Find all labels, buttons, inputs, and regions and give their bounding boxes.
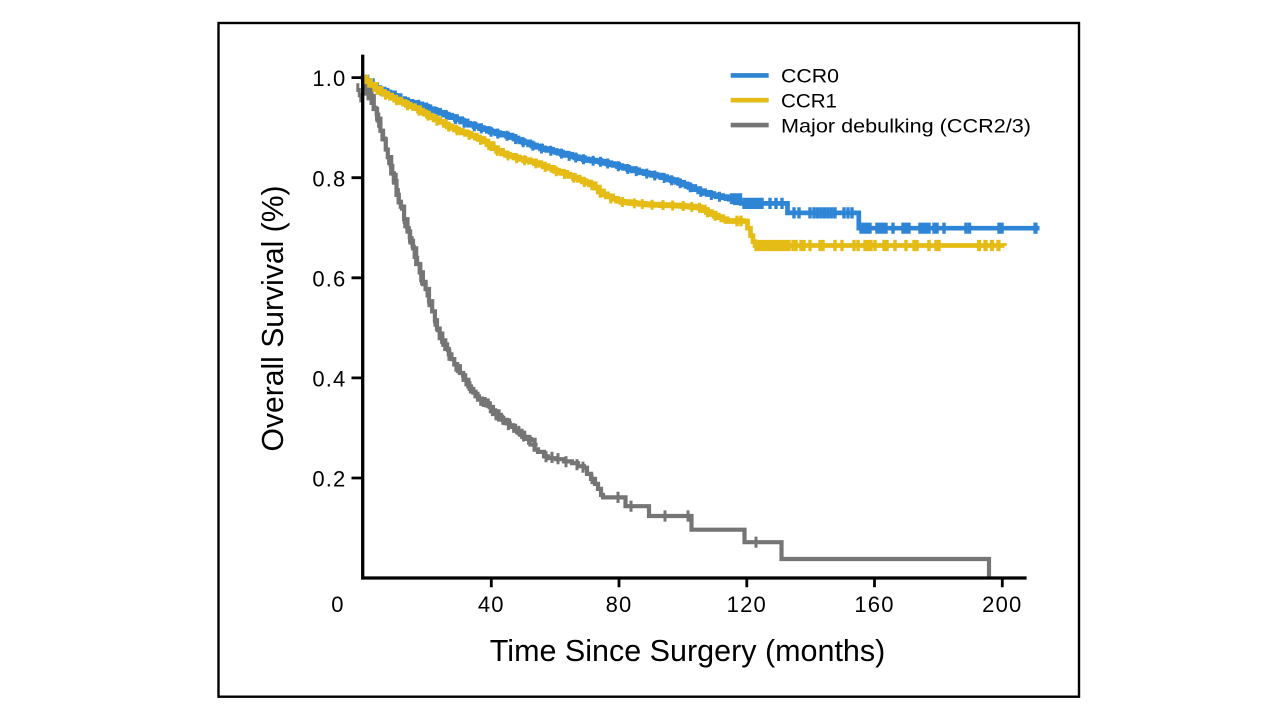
svg-text:0.8: 0.8 (312, 166, 346, 191)
svg-text:120: 120 (727, 592, 767, 617)
svg-text:Overall Survival (%): Overall Survival (%) (255, 186, 290, 452)
svg-text:80: 80 (606, 592, 633, 617)
svg-text:Major debulking (CCR2/3): Major debulking (CCR2/3) (781, 115, 1031, 137)
svg-text:0.6: 0.6 (312, 266, 346, 291)
svg-text:200: 200 (982, 592, 1022, 617)
svg-text:160: 160 (854, 592, 894, 617)
svg-text:CCR1: CCR1 (781, 90, 837, 112)
svg-text:1.0: 1.0 (312, 66, 346, 91)
svg-text:40: 40 (478, 592, 505, 617)
svg-text:Time Since Surgery (months): Time Since Surgery (months) (490, 633, 886, 668)
svg-text:0: 0 (331, 592, 343, 617)
svg-text:0.2: 0.2 (312, 467, 346, 492)
svg-text:CCR0: CCR0 (781, 65, 839, 87)
svg-text:0.4: 0.4 (312, 367, 346, 392)
